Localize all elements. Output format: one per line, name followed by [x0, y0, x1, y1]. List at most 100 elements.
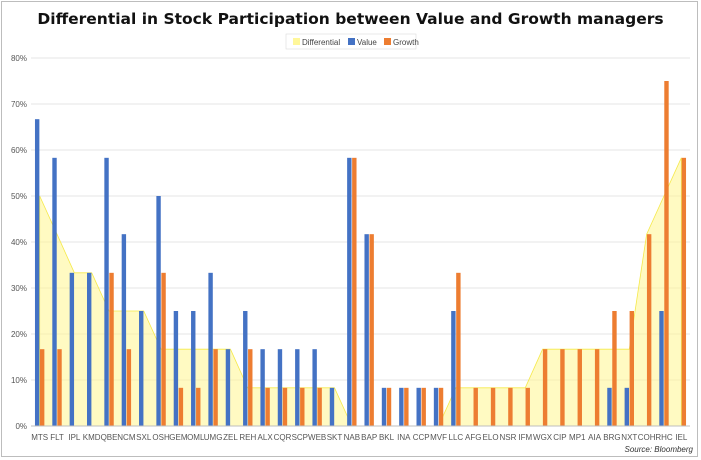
x-tick-label: BAP [361, 433, 377, 442]
x-tick-label: ELO [483, 433, 499, 442]
y-tick-label: 20% [11, 330, 27, 339]
bar-value [329, 387, 335, 426]
y-tick-label: 40% [11, 238, 27, 247]
bar-growth [39, 349, 45, 426]
bar-growth [265, 387, 270, 426]
x-tick-label: KMD [83, 433, 101, 442]
bar-value [347, 157, 352, 426]
bar-value [295, 349, 300, 426]
bar-value [34, 119, 40, 427]
bar-value [86, 272, 92, 426]
bar-growth [456, 272, 461, 426]
bar-growth [681, 157, 687, 426]
x-tick-label: LLC [449, 433, 464, 442]
x-tick-label: IFM [518, 433, 532, 442]
bar-value [260, 349, 265, 426]
x-tick-label: MP1 [569, 433, 586, 442]
bar-growth [300, 387, 305, 426]
bar-growth [178, 387, 184, 426]
x-tick-label: MVF [430, 433, 447, 442]
x-tick-label: ALX [258, 433, 274, 442]
bar-value [451, 311, 456, 426]
y-tick-label: 70% [11, 100, 27, 109]
bar-value [381, 387, 387, 426]
bar-growth [612, 311, 617, 426]
bar-value [139, 311, 144, 426]
bar-growth [317, 387, 322, 426]
bar-value [121, 234, 127, 426]
x-tick-label: NAB [344, 433, 360, 442]
series-differential-area [39, 157, 682, 427]
bar-growth [213, 349, 218, 426]
bar-value [607, 387, 612, 426]
legend-swatch [293, 38, 300, 45]
bar-growth [525, 387, 530, 426]
x-tick-label: SCP [292, 433, 308, 442]
x-tick-label: GEM [169, 433, 188, 442]
bar-growth [109, 272, 114, 426]
bar-value [104, 157, 109, 426]
x-tick-label: WEB [308, 433, 326, 442]
bar-value [399, 387, 404, 426]
bar-value [208, 272, 213, 426]
source-note: Source: Bloomberg [624, 445, 693, 454]
bar-growth [248, 349, 253, 426]
bar-growth [664, 81, 669, 426]
y-tick-label: 0% [15, 422, 27, 431]
bar-value [433, 387, 439, 426]
x-tick-label: CIP [553, 433, 566, 442]
x-tick-label: FLT [50, 433, 64, 442]
x-tick-label: RHC [655, 433, 673, 442]
bar-growth [386, 387, 392, 426]
x-tick-label: IEL [675, 433, 688, 442]
bar-growth [404, 387, 409, 426]
bar-value [416, 387, 421, 426]
x-tick-label: NXT [621, 433, 637, 442]
bar-growth [646, 234, 652, 426]
x-tick-label: NCM [117, 433, 136, 442]
bar-value [312, 349, 317, 426]
chart-title: Differential in Stock Participation betw… [37, 10, 664, 28]
bar-growth [542, 349, 548, 426]
x-tick-label: UMG [204, 433, 223, 442]
bar-growth [490, 387, 496, 426]
x-tick-label: BRG [603, 433, 620, 442]
x-tick-label: BKL [379, 433, 395, 442]
bar-value [364, 234, 369, 426]
bar-growth [629, 311, 635, 426]
legend-label: Growth [393, 38, 419, 47]
x-tick-label: AIA [588, 433, 602, 442]
x-tick-label: INA [397, 433, 411, 442]
x-tick-label: CQR [274, 433, 292, 442]
bar-growth [282, 387, 288, 426]
x-tick-label: IPL [68, 433, 81, 442]
bar-value [225, 349, 231, 426]
bar-growth [196, 387, 201, 426]
bar-value [191, 311, 196, 426]
y-tick-label: 50% [11, 192, 27, 201]
bar-value [624, 387, 630, 426]
legend-label: Value [357, 38, 377, 47]
bar-growth [352, 157, 357, 426]
x-tick-label: ZEL [223, 433, 238, 442]
bar-value [156, 196, 161, 426]
legend-label: Differential [302, 38, 340, 47]
bar-growth [126, 349, 132, 426]
bar-value [659, 311, 664, 426]
bar-value [243, 311, 248, 426]
bar-growth [161, 272, 166, 426]
x-tick-label: MTS [31, 433, 48, 442]
x-tick-label: SKT [327, 433, 343, 442]
x-tick-label: OSH [152, 433, 170, 442]
bar-value [52, 157, 57, 426]
legend-swatch [384, 38, 391, 45]
legend-swatch [348, 38, 355, 45]
bar-growth [57, 349, 62, 426]
x-tick-label: AFG [465, 433, 481, 442]
bar-growth [508, 387, 513, 426]
bar-growth [421, 387, 426, 426]
bar-growth [473, 387, 478, 426]
y-tick-label: 80% [11, 54, 27, 63]
bar-growth [560, 349, 565, 426]
